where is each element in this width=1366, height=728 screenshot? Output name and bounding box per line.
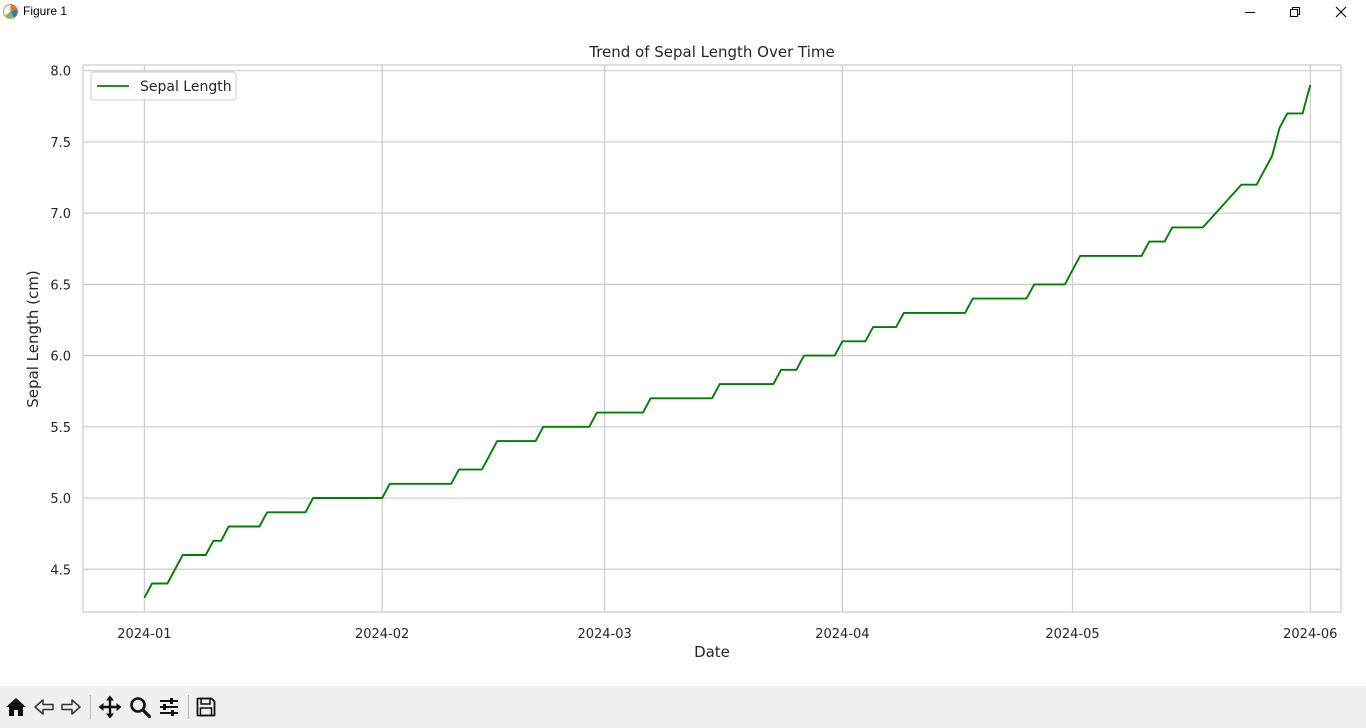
line-chart: 2024-01 2024-02 2024-03 2024-04 2024-05 2024-… (24, 43, 1342, 661)
close-button[interactable] (1318, 0, 1364, 24)
plot-frame (82, 64, 1342, 613)
zoom-button[interactable] (127, 694, 153, 720)
toolbar-separator (90, 695, 91, 719)
y-tick-label: 7.0 (50, 207, 71, 222)
y-tick-label: 6.0 (50, 350, 71, 365)
save-icon (196, 697, 216, 717)
x-tick-label: 2024-04 (815, 627, 869, 642)
navigation-toolbar (0, 686, 1366, 728)
zoom-icon (130, 697, 151, 718)
legend-box (90, 71, 237, 101)
y-axis-label: Sepal Length (cm) (24, 270, 42, 407)
legend-label: Sepal Length (140, 79, 232, 95)
x-tick-label: 2024-01 (117, 627, 171, 642)
configure-subplots-button[interactable] (156, 694, 182, 720)
toolbar-separator (188, 695, 189, 719)
y-tick-label: 5.5 (50, 421, 71, 436)
figure-canvas[interactable]: 2024-01 2024-02 2024-03 2024-04 2024-05 2024-… (0, 24, 1366, 686)
home-icon (6, 698, 26, 716)
save-button[interactable] (193, 694, 219, 720)
home-button[interactable] (3, 694, 29, 720)
grid-lines (83, 65, 1341, 612)
configure-icon (160, 698, 178, 716)
pan-button[interactable] (97, 694, 123, 720)
y-tick-label: 8.0 (50, 65, 71, 80)
back-icon (34, 699, 54, 715)
y-tick-label: 6.5 (50, 278, 71, 293)
pan-icon (98, 695, 122, 719)
restore-button[interactable] (1272, 0, 1318, 24)
window-titlebar: Figure 1 (0, 0, 1366, 24)
x-tick-label: 2024-03 (577, 627, 631, 642)
close-icon (1335, 6, 1347, 18)
x-axis-label: Date (694, 643, 730, 661)
legend: Sepal Length (90, 71, 237, 101)
y-tick-label: 5.0 (50, 492, 71, 507)
forward-icon (61, 699, 81, 715)
x-tick-label: 2024-02 (355, 627, 409, 642)
y-tick-label: 4.5 (50, 563, 71, 578)
x-tick-labels: 2024-01 2024-02 2024-03 2024-04 2024-05 2024-… (117, 627, 1337, 642)
window-title: Figure 1 (23, 4, 68, 18)
matplotlib-logo-icon (3, 4, 18, 19)
x-tick-label: 2024-05 (1045, 627, 1099, 642)
series-line-sepal-length (143, 84, 1312, 599)
series-layer (143, 84, 1312, 599)
y-tick-labels: 4.5 5.0 5.5 6.0 6.5 7.0 7.5 8.0 (50, 65, 71, 579)
chart-title: Trend of Sepal Length Over Time (588, 43, 835, 61)
y-tick-label: 7.5 (50, 136, 71, 151)
x-tick-label: 2024-06 (1283, 627, 1337, 642)
forward-button[interactable] (58, 694, 84, 720)
restore-icon (1290, 7, 1300, 17)
minimize-button[interactable] (1227, 0, 1273, 24)
back-button[interactable] (31, 694, 57, 720)
minimize-icon (1245, 12, 1255, 13)
